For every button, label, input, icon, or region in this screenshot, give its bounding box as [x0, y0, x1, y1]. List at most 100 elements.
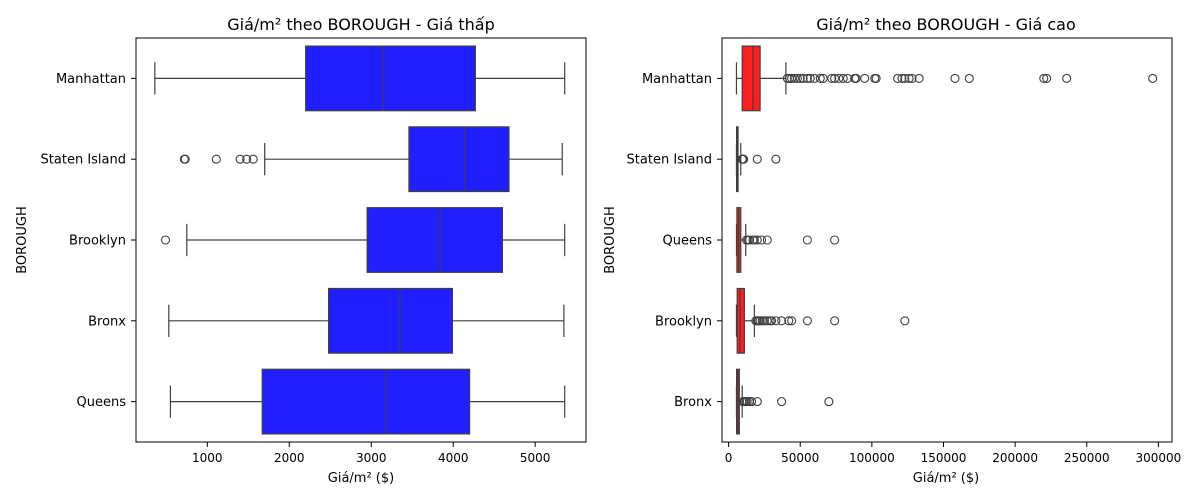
x-axis-label: Giá/m² ($)	[913, 471, 979, 486]
box-iqr	[261, 368, 471, 435]
x-tick-label: 2000	[274, 451, 305, 465]
outlier-point	[818, 73, 828, 83]
outlier-point	[897, 73, 907, 83]
y-tick-label: Bronx	[88, 314, 126, 329]
outlier-point	[914, 73, 924, 83]
outlier-point	[824, 397, 834, 407]
x-tick-label: 250000	[1064, 451, 1110, 465]
box-brooklyn	[160, 207, 566, 273]
box-iqr	[328, 287, 453, 354]
outlier-point	[830, 235, 840, 245]
outlier-point	[802, 235, 812, 245]
axes-frame	[135, 37, 587, 443]
outlier-point	[964, 73, 974, 83]
outlier-point	[830, 316, 840, 326]
outlier-point	[810, 73, 820, 83]
outlier-point	[851, 73, 861, 83]
box-queens	[169, 368, 566, 435]
box-staten-island	[735, 126, 781, 193]
box-bronx	[168, 287, 565, 354]
x-tick-label: 150000	[921, 451, 967, 465]
x-tick-label: 300000	[1135, 451, 1181, 465]
outlier-point	[180, 154, 190, 164]
axes-frame	[721, 37, 1173, 443]
outlier-point	[759, 316, 769, 326]
box-queens	[735, 207, 840, 273]
outlier-point	[860, 73, 870, 83]
outlier-point	[802, 73, 812, 83]
outlier-point	[752, 397, 762, 407]
x-tick-label: 5000	[520, 451, 551, 465]
box-iqr	[408, 126, 510, 193]
y-tick-label: Manhattan	[56, 72, 126, 87]
outlier-point	[842, 73, 853, 83]
outlier-point	[248, 154, 258, 164]
x-tick-label: 100000	[849, 451, 895, 465]
x-tick-label: 50000	[781, 451, 819, 465]
x-tick-label: 1000	[192, 451, 223, 465]
chart-title: Giá/m² theo BOROUGH - Giá cao	[816, 15, 1075, 34]
outlier-point	[798, 73, 808, 83]
y-tick-label: Bronx	[674, 395, 712, 410]
x-axis-label: Giá/m² ($)	[328, 471, 394, 486]
outlier-point	[749, 235, 759, 245]
x-tick-label: 200000	[992, 451, 1038, 465]
outlier-point	[795, 73, 805, 83]
outlier-point	[756, 235, 767, 245]
x-tick-label: 4000	[438, 451, 469, 465]
y-tick-label: Queens	[663, 234, 713, 249]
x-tick-label: 3000	[356, 451, 387, 465]
outlier-point	[827, 73, 837, 83]
outlier-point	[907, 73, 917, 83]
x-tick-label: 0	[725, 451, 733, 465]
outlier-point	[1062, 73, 1072, 83]
outlier-point	[752, 154, 762, 164]
box-iqr	[305, 45, 476, 112]
outlier-point	[900, 73, 910, 83]
outlier-point	[904, 73, 914, 83]
outlier-point	[815, 73, 825, 83]
outlier-point	[1148, 73, 1158, 83]
outlier-point	[235, 154, 245, 164]
outlier-point	[1039, 73, 1049, 83]
box-iqr	[736, 287, 745, 354]
outlier-point	[777, 397, 787, 407]
outlier-point	[739, 154, 749, 164]
outlier-point	[160, 235, 171, 245]
outlier-point	[900, 316, 910, 326]
outlier-point	[805, 73, 815, 83]
y-tick-label: Brooklyn	[655, 314, 712, 329]
outlier-point	[792, 73, 802, 83]
y-tick-label: Staten Island	[627, 153, 712, 168]
outlier-point	[838, 73, 848, 83]
box-brooklyn	[735, 287, 910, 354]
outlier-point	[1042, 73, 1052, 83]
outlier-point	[893, 73, 903, 83]
outlier-point	[789, 73, 800, 83]
outlier-point	[771, 154, 781, 164]
outlier-point	[784, 316, 794, 326]
box-manhattan	[154, 45, 566, 112]
outlier-point	[771, 316, 781, 326]
outlier-point	[767, 316, 777, 326]
y-tick-label: Manhattan	[642, 72, 712, 87]
outlier-point	[746, 397, 757, 407]
y-tick-label: Brooklyn	[69, 234, 126, 249]
outlier-point	[777, 316, 787, 326]
outlier-point	[762, 235, 772, 245]
box-iqr	[366, 207, 503, 273]
box-staten-island	[179, 126, 563, 193]
outlier-point	[787, 316, 797, 326]
outlier-point	[950, 73, 960, 83]
plot-area: 0 50000 100000 150000 200000 250000 300000 Manh…	[627, 37, 1181, 465]
y-tick-label: Queens	[77, 395, 127, 410]
outlier-point	[830, 73, 840, 83]
outlier-point	[242, 154, 252, 164]
outlier-point	[834, 73, 844, 83]
chart-low-price: Giá/m² theo BOROUGH - Giá thấp Giá/m² ($…	[15, 15, 587, 486]
outlier-point	[787, 73, 797, 83]
chart-high-price: Giá/m² theo BOROUGH - Giá cao Giá/m² ($)…	[603, 15, 1181, 486]
outlier-point	[762, 316, 772, 326]
box-iqr	[741, 45, 761, 112]
